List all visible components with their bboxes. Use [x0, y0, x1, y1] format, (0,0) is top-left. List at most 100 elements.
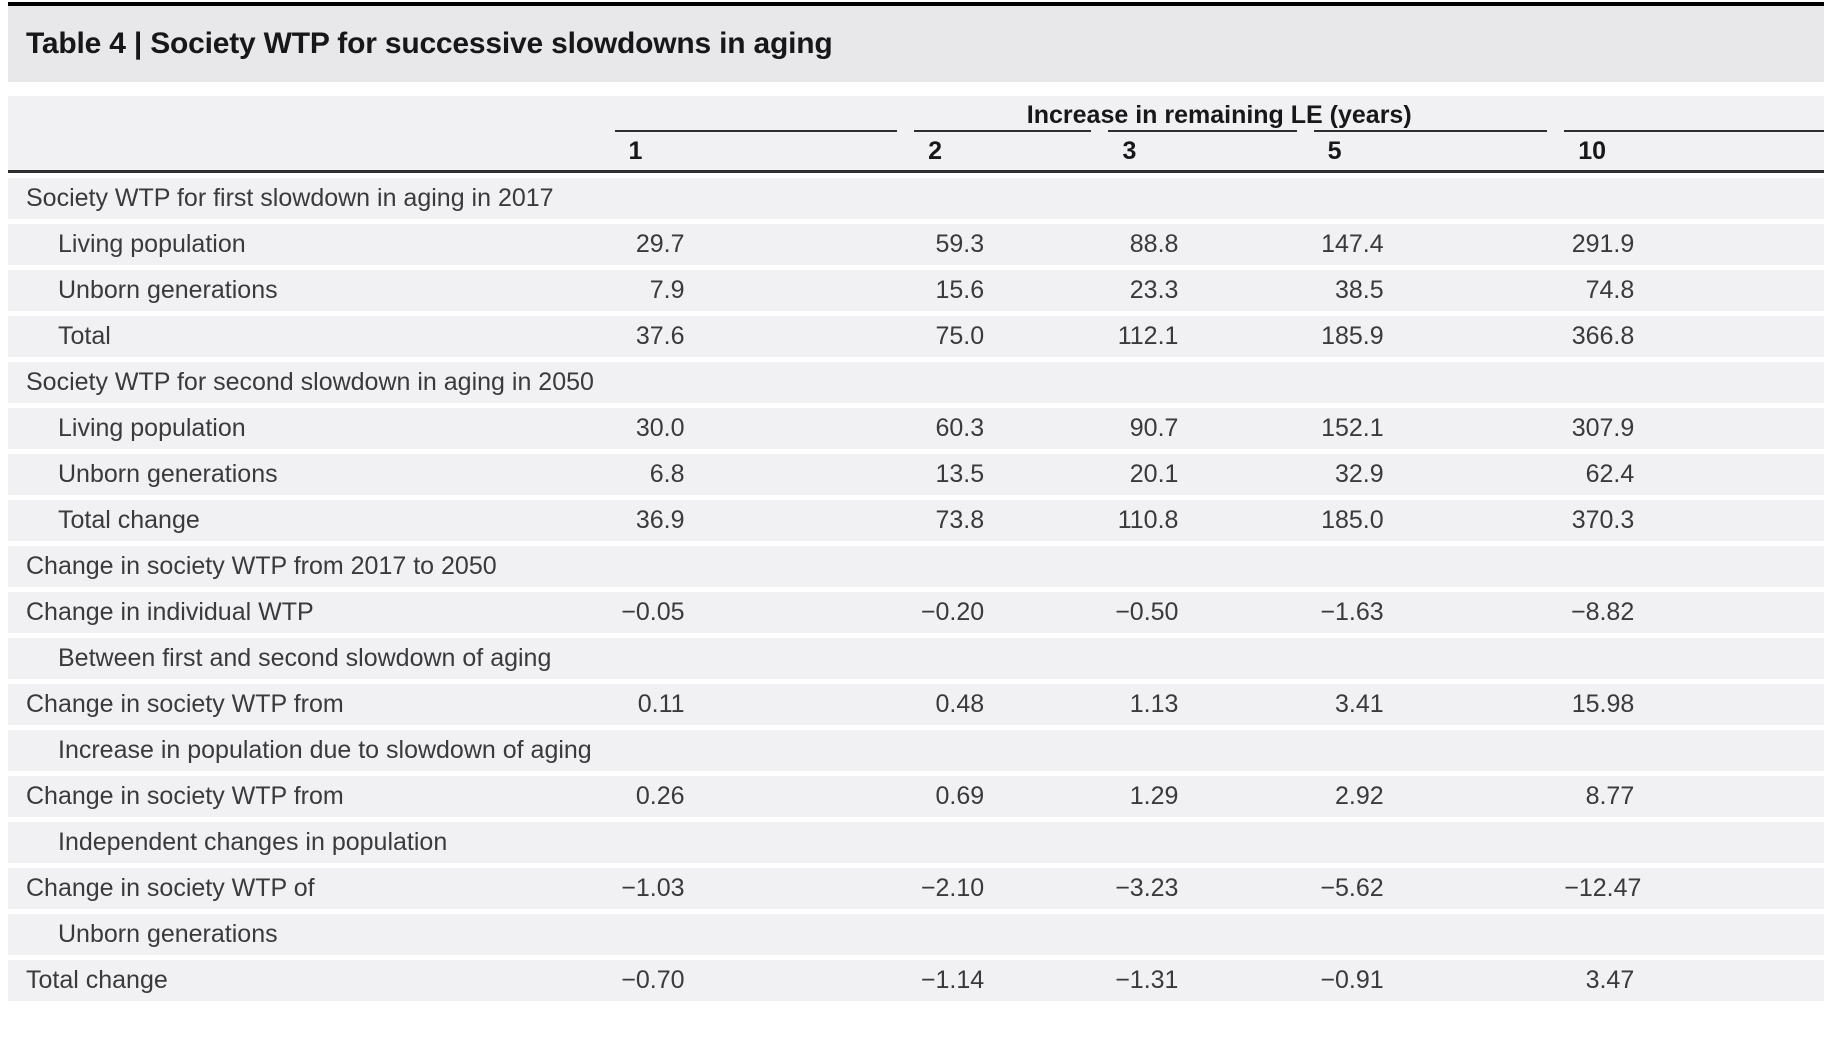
row-value: −1.03 — [615, 874, 915, 903]
row-value: 0.26 — [615, 782, 915, 811]
row-value: 6.8 — [615, 460, 915, 489]
row-value-number: −0.20 — [920, 598, 985, 626]
row-value-number: −2.10 — [920, 874, 985, 902]
row-value — [914, 920, 1108, 949]
row-value — [1108, 644, 1313, 673]
row-value-number: −12.47 — [1564, 874, 1642, 902]
column-header-row: 1 2 3 5 10 — [8, 132, 1824, 170]
row-label: Increase in population due to slowdown o… — [58, 736, 592, 764]
row-value-number: −5.62 — [1320, 874, 1384, 902]
row-value: 37.6 — [615, 322, 915, 351]
row-value: −0.20 — [914, 598, 1108, 627]
row-value — [1564, 920, 1824, 949]
row-value — [1108, 552, 1313, 581]
row-value-number: 73.8 — [935, 506, 985, 534]
row-value-number: −0.50 — [1115, 598, 1179, 626]
row-value: 90.7 — [1108, 414, 1313, 443]
row-value-number: 32.9 — [1334, 460, 1384, 488]
row-value: 1.29 — [1108, 782, 1313, 811]
table-body: Society WTP for first slowdown in aging … — [8, 173, 1824, 1001]
row-value — [1108, 368, 1313, 397]
group-header: Increase in remaining LE (years) — [1026, 100, 1412, 129]
table-row: Increase in population due to slowdown o… — [8, 730, 1824, 771]
table-row: Independent changes in population — [8, 822, 1824, 863]
row-value: −0.05 — [615, 598, 915, 627]
row-value-number: −3.23 — [1115, 874, 1179, 902]
row-value: −1.31 — [1108, 966, 1313, 995]
row-value: 370.3 — [1564, 506, 1824, 535]
row-value-number: −0.05 — [621, 598, 685, 626]
row-value: 23.3 — [1108, 276, 1313, 305]
row-value-number: −1.31 — [1115, 966, 1179, 994]
row-value-number: 15.98 — [1571, 690, 1635, 718]
row-value: −0.70 — [615, 966, 915, 995]
row-value: −0.50 — [1108, 598, 1313, 627]
row-value: 3.47 — [1564, 966, 1824, 995]
row-value: 147.4 — [1314, 230, 1565, 259]
row-value: 307.9 — [1564, 414, 1824, 443]
row-value: 0.48 — [914, 690, 1108, 719]
row-value-number: 29.7 — [635, 230, 685, 258]
row-value-number: 59.3 — [935, 230, 985, 258]
column-header: 1 — [628, 136, 643, 165]
row-value: 20.1 — [1108, 460, 1313, 489]
row-value-number: 90.7 — [1129, 414, 1179, 442]
row-value — [615, 552, 915, 581]
table-row: Total 37.6 75.0 112.1 185.9 366.8 — [8, 316, 1824, 357]
row-value-number: −1.03 — [621, 874, 685, 902]
row-value: 36.9 — [615, 506, 915, 535]
row-value: 7.9 — [615, 276, 915, 305]
row-value-number: 15.6 — [935, 276, 985, 304]
row-value-number: −8.82 — [1570, 598, 1635, 626]
row-value: −8.82 — [1564, 598, 1824, 627]
row-value: 8.77 — [1564, 782, 1824, 811]
row-value: 60.3 — [914, 414, 1108, 443]
row-value — [1564, 368, 1824, 397]
row-value-number: 30.0 — [635, 414, 685, 442]
row-value-number: 88.8 — [1129, 230, 1179, 258]
row-value-number: 7.9 — [649, 276, 685, 304]
row-value: 88.8 — [1108, 230, 1313, 259]
row-value-number: 110.8 — [1117, 506, 1179, 534]
row-value: 2.92 — [1314, 782, 1565, 811]
row-value: 15.98 — [1564, 690, 1824, 719]
group-underline-row — [8, 130, 1824, 132]
row-label: Total change — [58, 506, 200, 534]
column-header: 5 — [1327, 136, 1342, 165]
row-value-number: −0.70 — [621, 966, 685, 994]
row-label: Total — [58, 322, 111, 350]
row-value: −0.91 — [1314, 966, 1565, 995]
row-value-number: 112.1 — [1117, 322, 1179, 350]
row-value — [1564, 828, 1824, 857]
row-value-number: 62.4 — [1585, 460, 1635, 488]
table-row: Change in society WTP of −1.03 −2.10 −3.… — [8, 868, 1824, 909]
row-value: 1.13 — [1108, 690, 1313, 719]
row-label: Change in society WTP of — [26, 874, 315, 902]
row-value — [615, 644, 915, 673]
row-value — [615, 828, 915, 857]
row-value: −2.10 — [914, 874, 1108, 903]
row-value-number: 370.3 — [1571, 506, 1635, 534]
row-value: 13.5 — [914, 460, 1108, 489]
row-value: 110.8 — [1108, 506, 1313, 535]
row-label: Unborn generations — [58, 276, 278, 304]
row-value — [1314, 736, 1565, 765]
table-row: Living population 30.0 60.3 90.7 152.1 3… — [8, 408, 1824, 449]
column-header: 3 — [1122, 136, 1137, 165]
row-label: Independent changes in population — [58, 828, 448, 856]
row-value: −1.63 — [1314, 598, 1565, 627]
row-value-number: 74.8 — [1585, 276, 1635, 304]
table-row: Change in society WTP from 0.11 0.48 1.1… — [8, 684, 1824, 725]
row-value: 0.69 — [914, 782, 1108, 811]
row-value — [914, 368, 1108, 397]
table-row: Change in society WTP from 2017 to 2050 — [8, 546, 1824, 587]
table-row: Society WTP for second slowdown in aging… — [8, 362, 1824, 403]
column-header: 2 — [928, 136, 943, 165]
row-value: 15.6 — [914, 276, 1108, 305]
row-label: Change in society WTP from — [26, 782, 344, 810]
row-value: 3.41 — [1314, 690, 1565, 719]
row-value-number: −1.63 — [1320, 598, 1384, 626]
row-value — [615, 368, 915, 397]
table-row: Total change −0.70 −1.14 −1.31 −0.91 3.4… — [8, 960, 1824, 1001]
row-value-number: 366.8 — [1571, 322, 1635, 350]
